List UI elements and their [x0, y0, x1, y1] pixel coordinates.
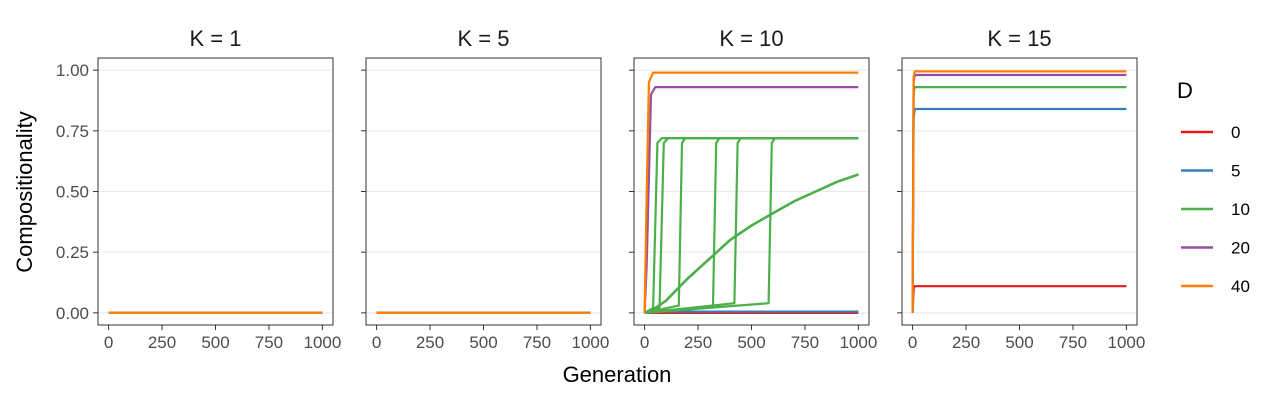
x-tick-label: 1000 [304, 333, 342, 352]
y-tick-label: 0.75 [56, 122, 89, 141]
facet-title: K = 10 [719, 26, 783, 51]
x-tick-label: 750 [791, 333, 819, 352]
x-tick-label: 250 [416, 333, 444, 352]
x-tick-label: 750 [523, 333, 551, 352]
legend-title: D [1177, 78, 1193, 103]
facet-title: K = 15 [987, 26, 1051, 51]
facet-panel: K = 15 0 250 500 750 1000 [897, 26, 1145, 352]
x-tick-label: 500 [201, 333, 229, 352]
facet-panel: K = 10 0 250 500 750 1000 [629, 26, 877, 352]
y-tick-label: 1.00 [56, 61, 89, 80]
x-tick-label: 1000 [1108, 333, 1146, 352]
facet-panel: K = 1 0 250 500 750 1000 0.00 0.25 0.50 0.75 1.00 [56, 26, 341, 352]
x-tick-label: 0 [104, 333, 113, 352]
facet-panel: K = 5 0 250 500 750 1000 [361, 26, 609, 352]
series-line-D10 [644, 137, 859, 314]
legend-label-D20: 20 [1231, 239, 1250, 258]
x-tick-label: 0 [372, 333, 381, 352]
x-tick-label: 750 [1059, 333, 1087, 352]
x-tick-label: 1000 [840, 333, 878, 352]
series-line-D40 [911, 70, 1127, 313]
x-tick-label: 250 [952, 333, 980, 352]
legend-label-D40: 40 [1231, 277, 1250, 296]
legend-label-D5: 5 [1231, 162, 1240, 181]
legend: D 0 5 10 20 40 [1177, 78, 1250, 296]
x-tick-label: 1000 [572, 333, 610, 352]
y-axis-title: Compositionality [12, 111, 37, 272]
x-axis-title: Generation [563, 362, 672, 387]
x-tick-label: 0 [640, 333, 649, 352]
y-tick-label: 0.50 [56, 183, 89, 202]
legend-label-D10: 10 [1231, 200, 1250, 219]
legend-label-D0: 0 [1231, 123, 1240, 142]
x-tick-label: 250 [684, 333, 712, 352]
x-tick-label: 500 [1005, 333, 1033, 352]
y-tick-label: 0.00 [56, 304, 89, 323]
x-tick-label: 250 [148, 333, 176, 352]
series-line-D10 [644, 173, 859, 315]
series-line-D40 [643, 71, 859, 313]
x-tick-label: 500 [469, 333, 497, 352]
facet-title: K = 5 [458, 26, 510, 51]
x-tick-label: 500 [737, 333, 765, 352]
x-tick-label: 750 [255, 333, 283, 352]
facet-panels: K = 10 250 500 750 10000.000.250.500.751.00K… [56, 26, 1145, 352]
facet-title: K = 1 [190, 26, 242, 51]
y-tick-label: 0.25 [56, 243, 89, 262]
x-tick-label: 0 [908, 333, 917, 352]
